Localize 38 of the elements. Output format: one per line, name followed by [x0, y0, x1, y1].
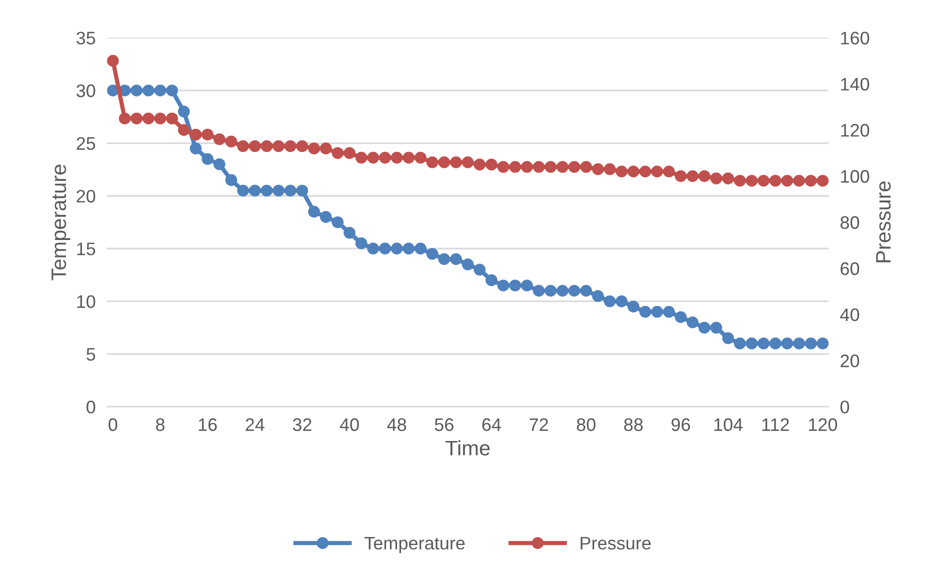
x-tick-label: 8	[156, 418, 164, 432]
x-axis-title: Time	[446, 440, 490, 456]
x-tick-label: 40	[340, 418, 359, 432]
y-tick-label: 0	[86, 400, 96, 414]
legend-label: Pressure	[580, 536, 651, 550]
x-tick-label: 72	[530, 418, 548, 431]
y2-tick-label: 20	[840, 354, 860, 368]
y2-tick-label: 120	[841, 124, 870, 137]
x-tick-label: 120	[809, 418, 838, 432]
y-tick-label: 25	[76, 137, 96, 150]
y2-axis-title: Pressure	[876, 181, 891, 262]
y2-tick-label: 0	[840, 400, 850, 414]
y2-tick-label: 100	[841, 170, 870, 183]
y2-tick-label: 140	[841, 78, 870, 91]
x-tick-label: 104	[714, 418, 743, 432]
y-tick-label: 5	[86, 348, 96, 361]
x-tick-label: 24	[246, 418, 264, 431]
y2-tick-label: 80	[840, 216, 860, 229]
y2-tick-label: 60	[840, 262, 860, 276]
x-tick-label: 0	[108, 418, 118, 432]
x-tick-label: 112	[762, 418, 789, 431]
x-tick-label: 88	[624, 418, 643, 432]
x-tick-label: 80	[576, 418, 596, 432]
y-axis-title: Temperature	[52, 164, 70, 280]
x-tick-label: 56	[434, 418, 454, 432]
legend-label: Temperature	[364, 536, 465, 554]
y2-tick-label: 160	[841, 32, 870, 44]
x-tick-label: 64	[482, 418, 501, 432]
y2-tick-label: 40	[840, 308, 860, 322]
x-tick-label: 48	[387, 418, 406, 432]
y-tick-label: 30	[76, 84, 96, 98]
y-tick-label: 10	[77, 295, 96, 308]
y-tick-label: 15	[77, 242, 96, 256]
y-tick-label: 20	[76, 190, 96, 203]
x-tick-label: 16	[198, 418, 217, 432]
x-tick-label: 32	[292, 418, 312, 432]
x-tick-label: 96	[672, 418, 690, 432]
y-tick-label: 35	[76, 32, 96, 44]
